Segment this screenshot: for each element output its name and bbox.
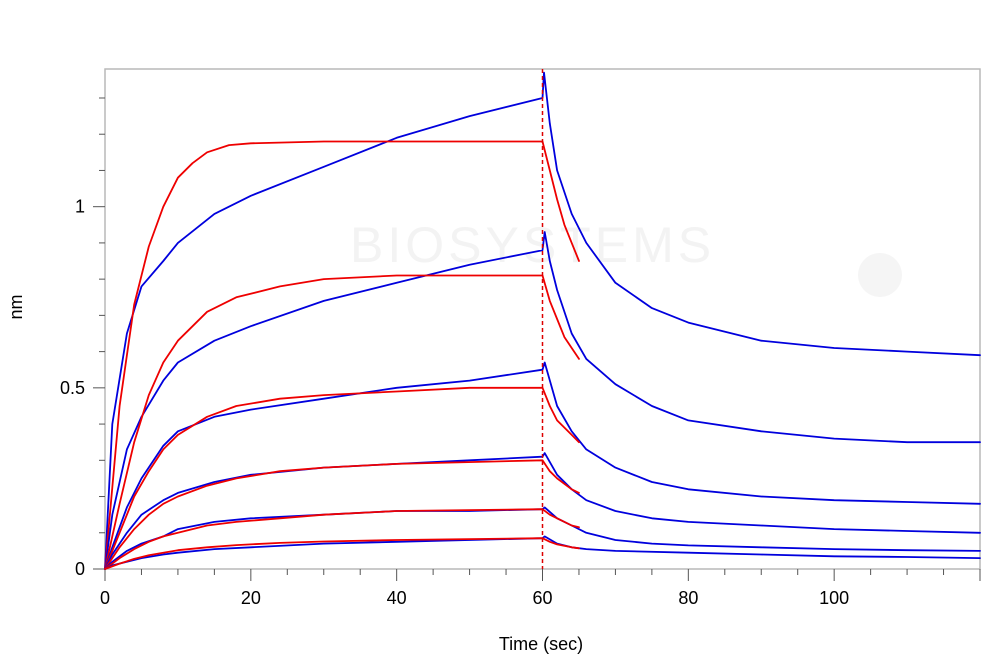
measured-curve-2 <box>104 231 981 570</box>
y-tick-label: 1 <box>75 197 85 217</box>
watermark-text: BIOSYSTEMS <box>350 217 715 273</box>
fit-curve-3 <box>104 386 580 570</box>
x-tick-label: 100 <box>819 588 849 608</box>
y-axis-title: nm <box>6 294 26 319</box>
fit-curve-2 <box>104 274 580 570</box>
x-tick-label: 20 <box>241 588 261 608</box>
axes: 0 20 40 60 80 100 0 0.5 1 <box>60 97 981 608</box>
measured-curve-3 <box>104 361 981 570</box>
x-tick-label: 80 <box>678 588 698 608</box>
y-tick-label: 0 <box>75 559 85 579</box>
x-tick-label: 40 <box>387 588 407 608</box>
fit-curve-1 <box>104 140 580 570</box>
fit-curve-6 <box>104 537 580 570</box>
x-tick-label: 0 <box>100 588 110 608</box>
watermark: BIOSYSTEMS <box>350 217 902 297</box>
y-tick-label: 0.5 <box>60 378 85 398</box>
fit-curve-5 <box>104 508 580 570</box>
x-axis-title: Time (sec) <box>499 634 583 654</box>
x-tick-label: 60 <box>532 588 552 608</box>
watermark-dot <box>858 253 902 297</box>
fit-curve-4 <box>104 459 580 570</box>
